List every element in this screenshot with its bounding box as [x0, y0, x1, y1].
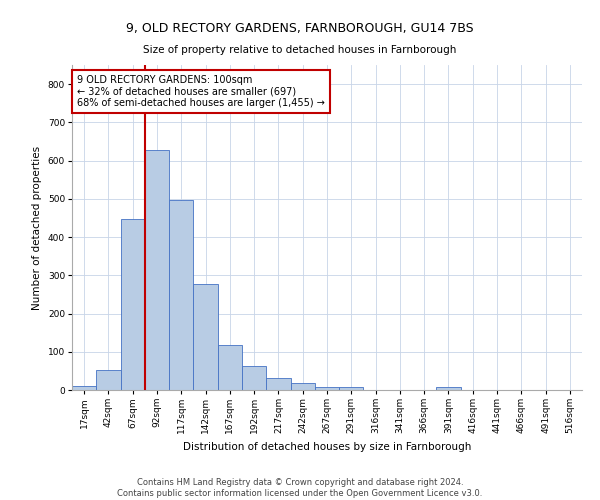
Bar	[266, 378, 290, 390]
Text: 9 OLD RECTORY GARDENS: 100sqm
← 32% of detached houses are smaller (697)
68% of : 9 OLD RECTORY GARDENS: 100sqm ← 32% of d…	[77, 74, 325, 108]
Bar	[193, 284, 218, 390]
Bar	[315, 386, 339, 390]
Bar	[145, 150, 169, 390]
Bar	[121, 219, 145, 390]
Bar	[218, 345, 242, 390]
Text: Size of property relative to detached houses in Farnborough: Size of property relative to detached ho…	[143, 45, 457, 55]
Bar	[72, 386, 96, 390]
Bar	[290, 383, 315, 390]
Bar	[242, 366, 266, 390]
Bar	[436, 388, 461, 390]
Bar	[339, 387, 364, 390]
Bar	[96, 370, 121, 390]
Text: 9, OLD RECTORY GARDENS, FARNBOROUGH, GU14 7BS: 9, OLD RECTORY GARDENS, FARNBOROUGH, GU1…	[126, 22, 474, 35]
Text: Contains HM Land Registry data © Crown copyright and database right 2024.
Contai: Contains HM Land Registry data © Crown c…	[118, 478, 482, 498]
Y-axis label: Number of detached properties: Number of detached properties	[32, 146, 42, 310]
Bar	[169, 200, 193, 390]
X-axis label: Distribution of detached houses by size in Farnborough: Distribution of detached houses by size …	[183, 442, 471, 452]
